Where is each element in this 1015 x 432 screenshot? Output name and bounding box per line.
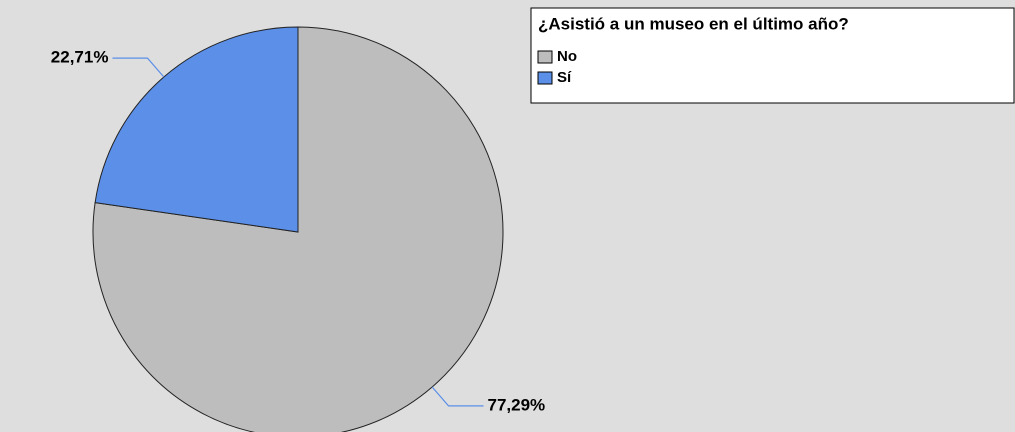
legend-label: No (557, 48, 577, 65)
leader-line (112, 57, 165, 78)
data-label: 22,71% (51, 48, 109, 67)
legend-label: Sí (557, 69, 572, 86)
legend-box (530, 7, 1015, 104)
legend-swatch (537, 50, 553, 64)
data-label: 77,29% (488, 395, 546, 414)
legend-swatch (537, 71, 553, 85)
pie-slice (94, 26, 299, 233)
leader-line (431, 386, 484, 407)
legend-title: ¿Asistió a un museo en el último año? (538, 14, 849, 33)
